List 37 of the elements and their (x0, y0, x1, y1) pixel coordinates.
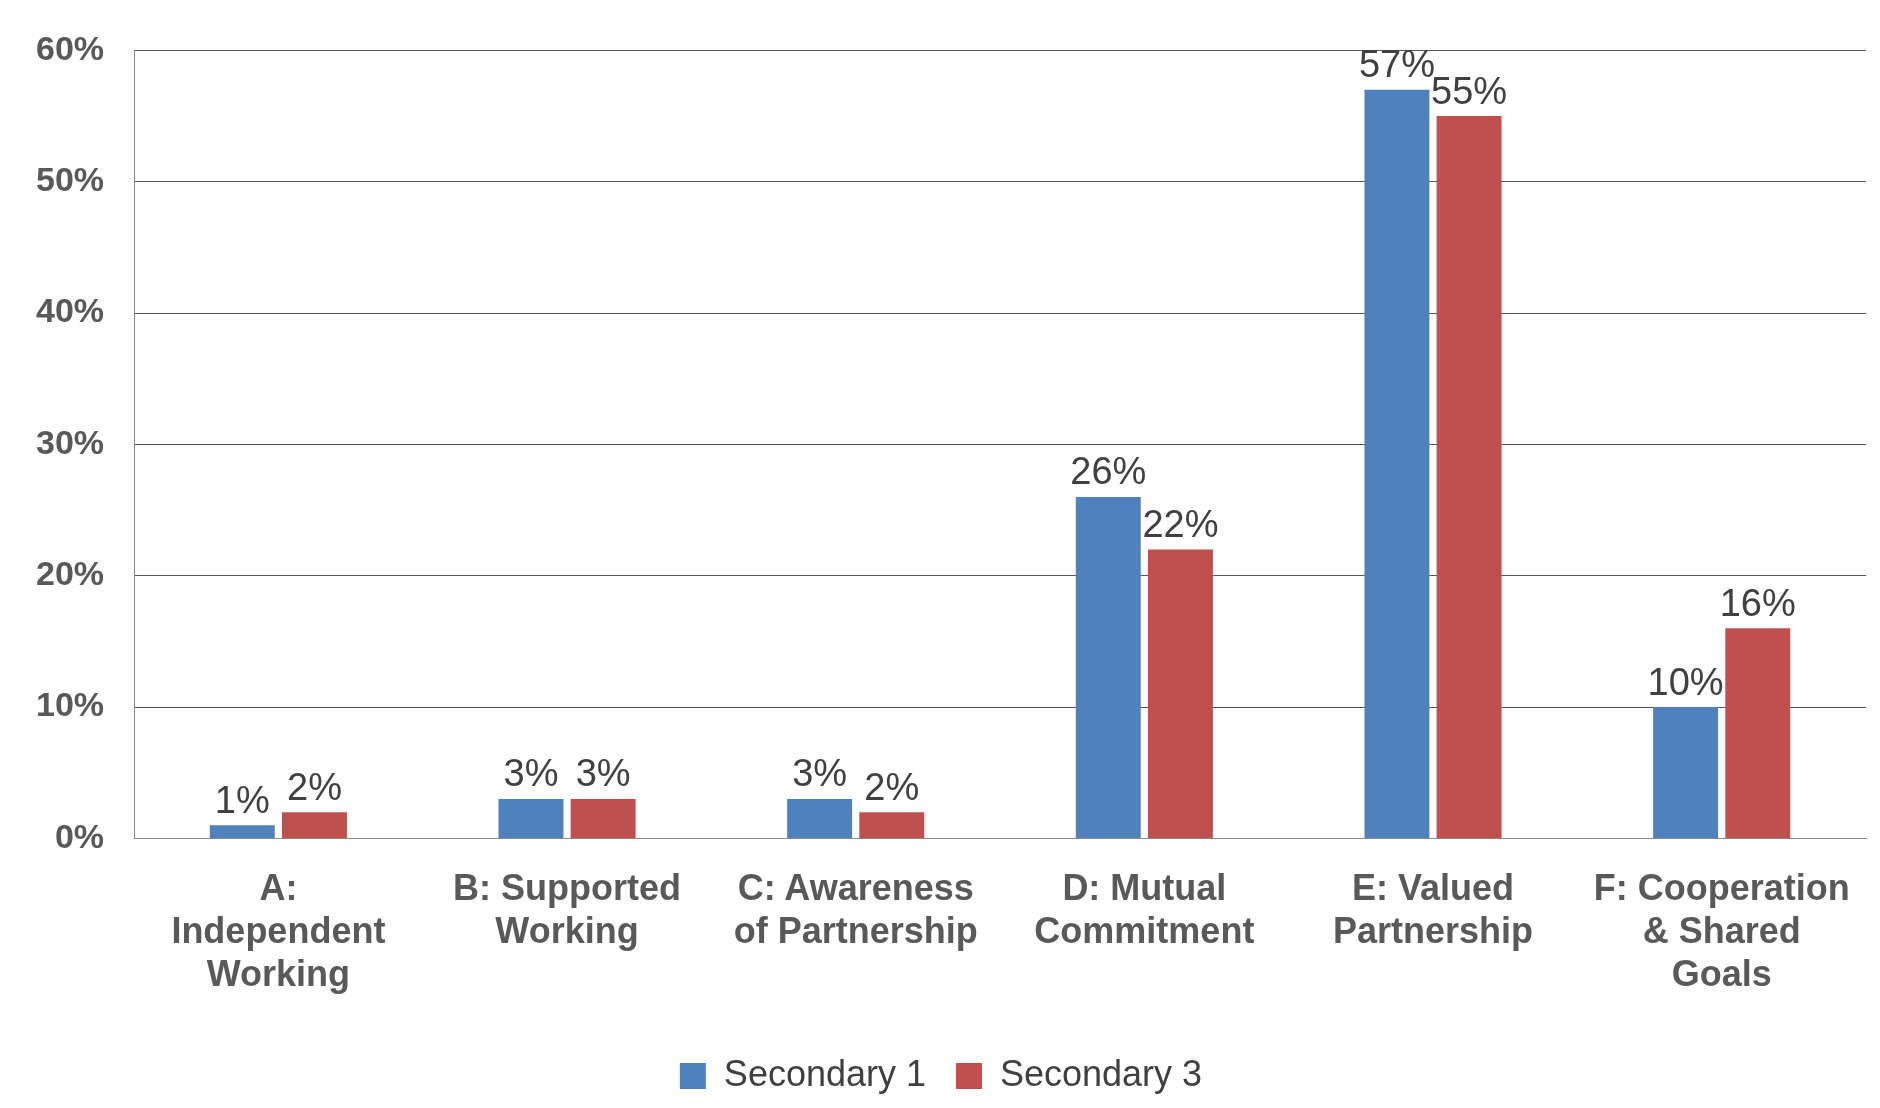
x-tick-label: A: Independent Working (171, 866, 386, 995)
bar (859, 812, 925, 838)
bar (1364, 89, 1430, 838)
y-tick-label: 50% (35, 160, 105, 199)
data-label: 16% (1719, 581, 1796, 624)
bar (281, 812, 347, 838)
legend-label: Secondary 1 (723, 1052, 927, 1094)
data-label: 3% (503, 752, 559, 795)
bar (209, 825, 275, 838)
bar (1147, 549, 1213, 838)
y-tick-label: 0% (54, 816, 105, 855)
data-label: 10% (1647, 660, 1724, 703)
data-label: 22% (1142, 502, 1219, 545)
data-label: 1% (214, 778, 270, 821)
x-tick-label: C: Awareness of Partnership (733, 866, 978, 952)
data-label: 2% (287, 765, 342, 808)
bar (570, 799, 636, 838)
bar (1436, 116, 1502, 838)
bar (1725, 628, 1791, 838)
bar (1653, 707, 1719, 838)
y-tick-label: 20% (35, 554, 105, 593)
bar (787, 799, 853, 838)
bar (498, 799, 564, 838)
data-label: 2% (864, 765, 920, 808)
y-tick-label: 40% (35, 291, 105, 330)
legend-label: Secondary 3 (1000, 1052, 1203, 1094)
y-tick-label: 10% (35, 685, 105, 724)
x-tick-label: D: Mutual Commitment (1034, 866, 1255, 952)
data-label: 26% (1070, 450, 1147, 493)
y-tick-label: 30% (35, 422, 105, 461)
data-label: 3% (575, 752, 631, 795)
bar (1075, 496, 1141, 838)
data-label: 3% (792, 752, 848, 795)
x-tick-label: F: Cooperation & Shared Goals (1593, 866, 1850, 995)
x-tick-label: B: Supported Working (453, 866, 682, 952)
x-tick-label: E: Valued Partnership (1332, 866, 1534, 952)
y-tick-label: 60% (35, 28, 105, 67)
